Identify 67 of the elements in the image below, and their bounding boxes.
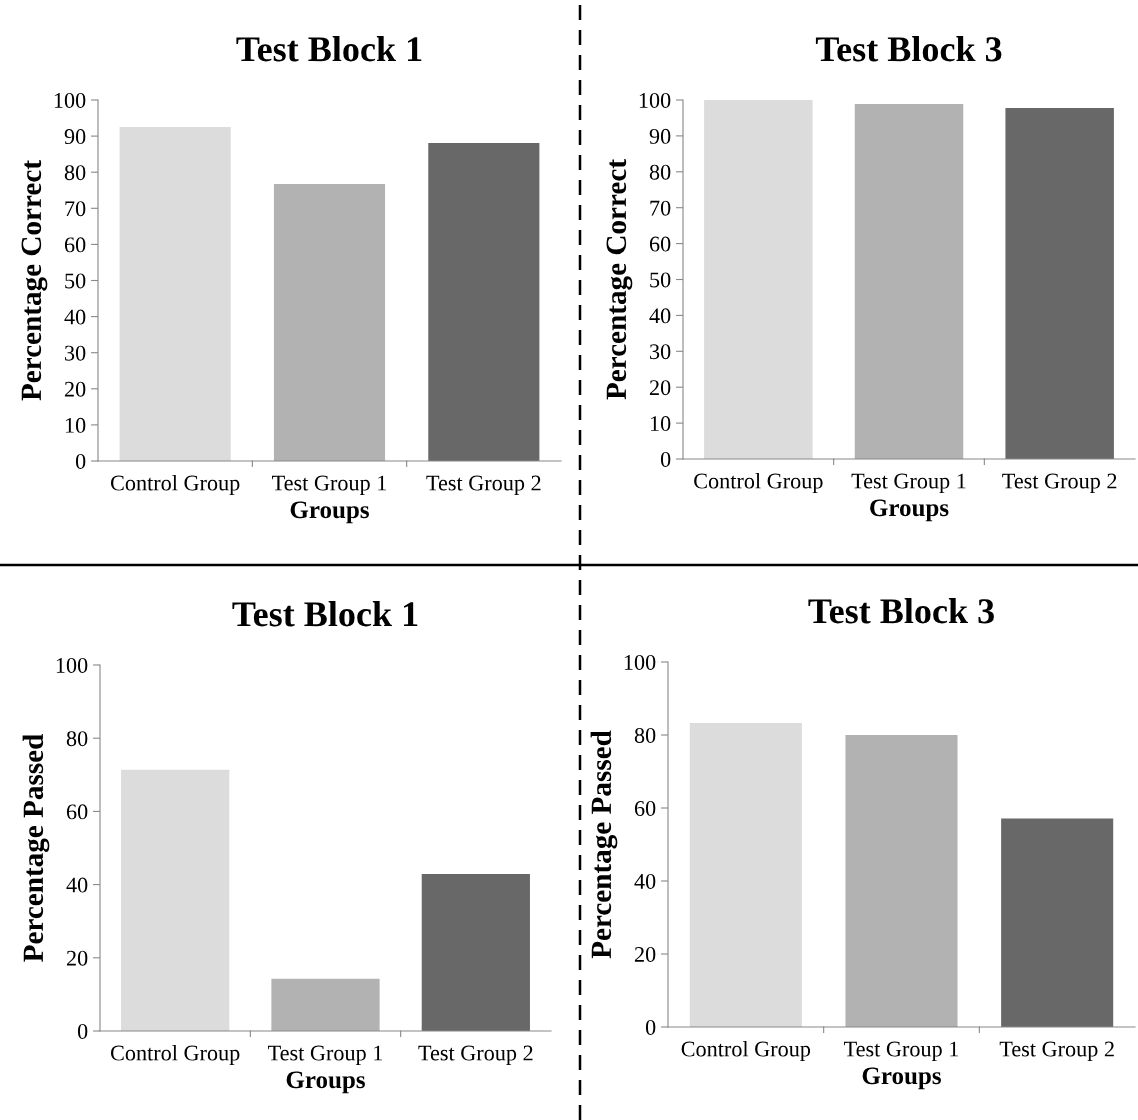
x-axis-title: Groups [870,499,949,522]
bar [845,735,958,1027]
y-tick-label: 0 [75,453,86,469]
x-tick-label: Test Group 1 [851,473,966,494]
bar [273,184,386,461]
y-tick-label: 60 [66,804,88,820]
y-tick-label: 20 [649,380,671,396]
y-tick-label: 90 [64,129,86,145]
y-tick-label: 60 [649,236,671,252]
chart-title: Test Block 3 [815,36,1002,62]
x-tick-label: Test Group 2 [426,475,541,496]
y-tick-label: 10 [650,416,671,432]
y-tick-label: 100 [639,92,671,108]
y-tick-label: 70 [650,200,671,216]
y-tick-label: 80 [64,165,86,181]
y-tick-label: 20 [64,381,86,397]
y-tick-label: 50 [650,272,671,288]
y-axis-title: Percentage Correct [606,159,633,400]
y-tick-label: 70 [65,201,86,217]
x-tick-label: Control Group [681,1040,811,1062]
y-tick-label: 80 [634,727,656,743]
x-tick-label: Test Group 2 [418,1045,533,1066]
bar [428,142,540,461]
x-tick-label: Test Group 1 [844,1041,959,1062]
x-tick-label: Test Group 2 [999,1041,1114,1062]
bar [421,873,530,1031]
y-tick-label: 30 [650,344,671,360]
y-tick-label: 100 [624,654,656,670]
y-tick-label: 40 [64,309,86,325]
y-tick-label: 100 [54,92,86,108]
y-tick-label: 80 [649,164,671,180]
chart-title: Test Block 3 [808,598,994,624]
y-tick-label: 50 [65,273,86,289]
y-tick-label: 80 [66,731,88,747]
y-tick-label: 0 [77,1023,88,1039]
chart-title: Test Block 1 [232,601,418,627]
bar [119,127,231,461]
y-tick-label: 60 [64,237,86,253]
y-axis-title: Percentage Passed [22,733,50,962]
y-tick-label: 0 [660,451,671,467]
y-tick-label: 90 [649,128,671,144]
x-axis-title: Groups [290,501,369,524]
x-tick-label: Control Group [694,472,823,494]
bar [1001,818,1114,1027]
x-tick-label: Control Group [110,474,240,496]
x-axis-title: Groups [286,1071,365,1094]
y-tick-label: 40 [634,873,656,889]
y-tick-label: 100 [56,657,88,673]
bar [271,978,380,1031]
y-tick-label: 40 [649,308,671,324]
y-axis-title: Percentage Passed [590,730,618,959]
bar [121,769,230,1031]
y-tick-label: 20 [634,946,656,962]
y-tick-label: 30 [65,345,86,361]
chart-title: Test Block 1 [236,36,422,62]
y-tick-label: 40 [66,877,88,893]
y-tick-label: 60 [634,800,656,816]
y-tick-label: 10 [65,417,86,433]
x-tick-label: Test Group 2 [1002,473,1117,494]
bar [689,722,802,1027]
y-tick-label: 20 [66,950,88,966]
y-tick-label: 0 [645,1019,656,1035]
x-tick-label: Test Group 1 [272,475,387,496]
x-axis-title: Groups [862,1067,941,1090]
x-tick-label: Test Group 1 [268,1045,383,1066]
y-axis-title: Percentage Correct [21,160,48,401]
x-tick-label: Control Group [110,1044,240,1066]
